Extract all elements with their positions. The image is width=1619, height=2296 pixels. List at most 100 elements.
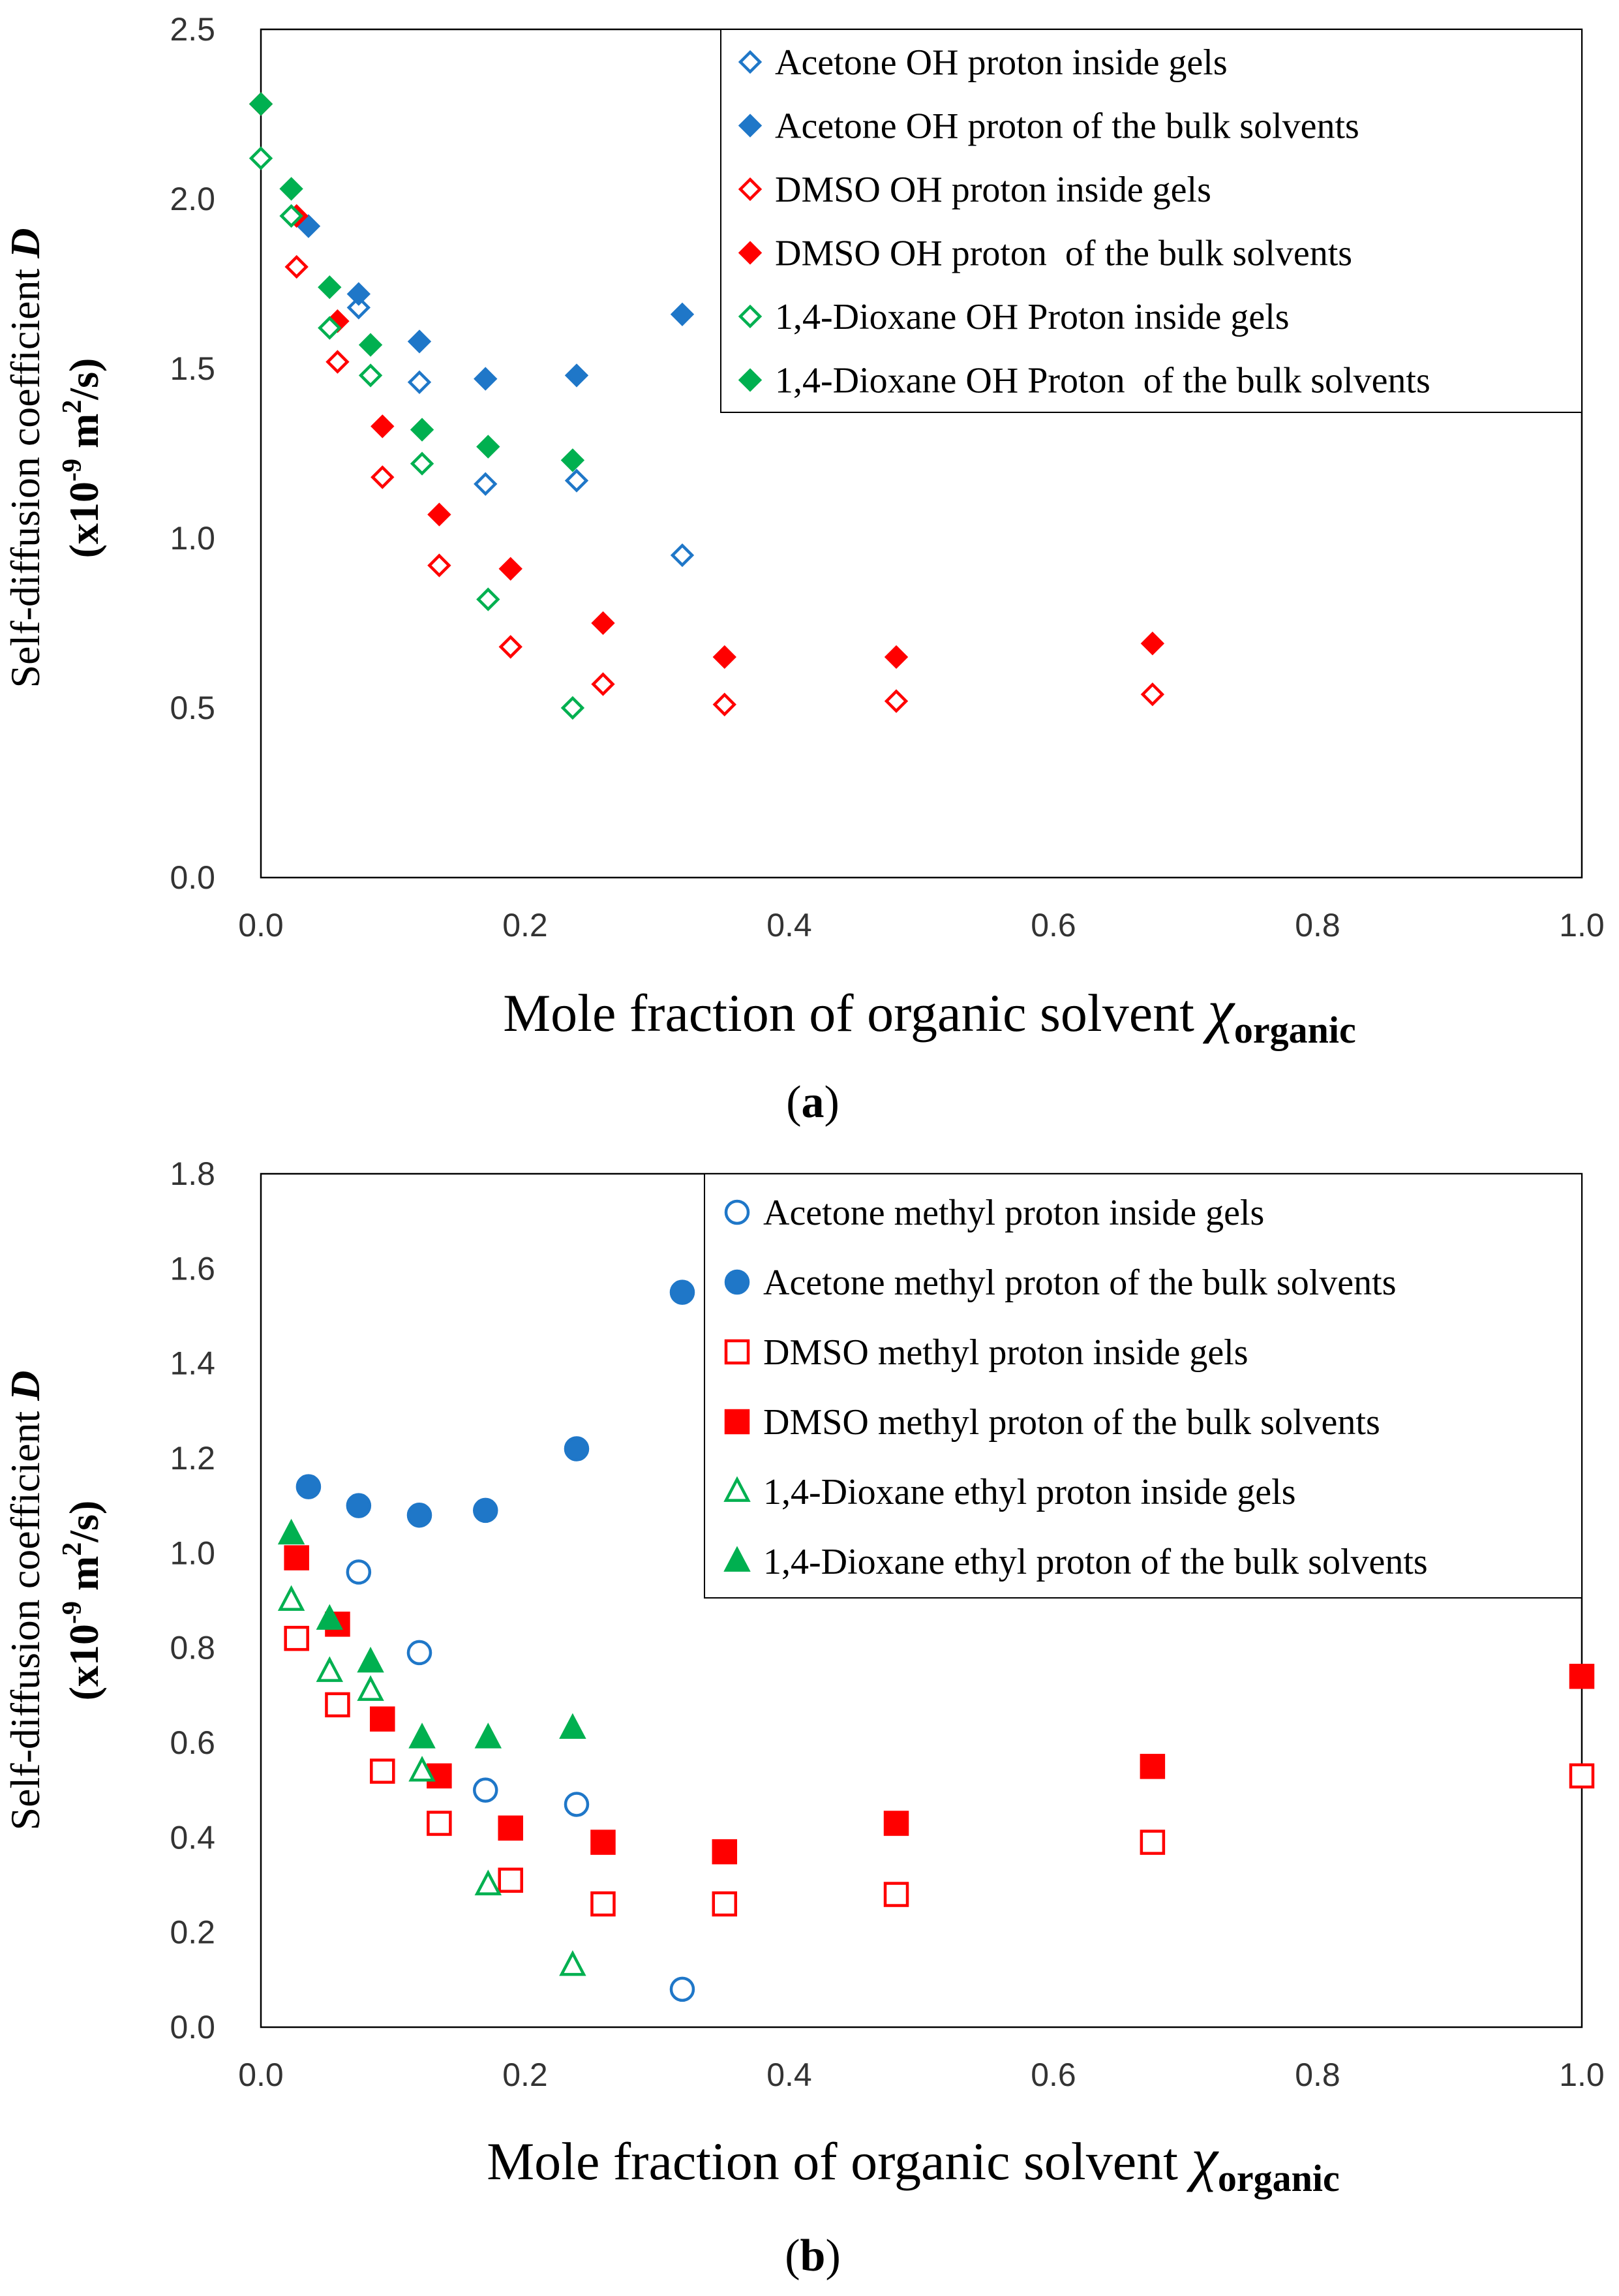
data-point-dmso-methyl-proton-of-the-bulk-solvents [1140, 1754, 1166, 1779]
x-tick-label-a: 0.2 [502, 907, 548, 943]
legend-label-1-4-dioxane-ethyl-proton-inside-gels: 1,4-Dioxane ethyl proton inside gels [763, 1472, 1296, 1512]
data-point-1-4-dioxane-oh-proton-of-the-bulk-solvents [560, 448, 585, 472]
ylabel-line1-a: Self-diffusion coefficient [2, 269, 48, 688]
legend-box-b [704, 1173, 1582, 1599]
legend-marker-1-4-dioxane-ethyl-proton-of-the-bulk-solvents [723, 1546, 751, 1572]
data-point-acetone-oh-proton-of-the-bulk-solvents [474, 367, 498, 391]
x-axis-label-b: Mole fraction of organic solvent χorgani… [487, 2126, 1339, 2199]
data-point-dmso-methyl-proton-inside-gels [1569, 1763, 1595, 1789]
data-point-acetone-methyl-proton-of-the-bulk-solvents [669, 1279, 695, 1305]
data-point-1-4-dioxane-oh-proton-inside-gels [279, 204, 303, 228]
data-point-dmso-methyl-proton-inside-gels [284, 1625, 309, 1651]
legend-marker-dmso-methyl-proton-inside-gels [724, 1339, 750, 1365]
legend-marker-dmso-oh-proton-inside-gels [738, 177, 763, 202]
chart-panel-b: 0.0 0.2 0.4 0.6 0.8 1.0 1.2 1.4 1.6 1.8 0.0 0.2 0.4… [2, 1156, 1605, 2281]
data-point-acetone-methyl-proton-inside-gels [346, 1559, 372, 1585]
data-point-acetone-methyl-proton-of-the-bulk-solvents [406, 1502, 432, 1528]
ylabel-symbol-b: D [2, 1371, 48, 1401]
data-point-1-4-dioxane-oh-proton-inside-gels [410, 452, 434, 476]
legend-marker-1-4-dioxane-oh-proton-of-the-bulk-solvents [738, 368, 763, 392]
data-point-acetone-methyl-proton-inside-gels [473, 1777, 498, 1803]
svg-text:(x10-9 m2/s): (x10-9 m2/s) [57, 1501, 107, 1701]
data-point-dmso-oh-proton-of-the-bulk-solvents [371, 414, 395, 438]
y-tick-label-b: 0.6 [170, 1724, 215, 1761]
ylabel-unit-exp2-a: 2 [57, 400, 87, 414]
series-acetone-methyl-proton-of-the-bulk-solvents [295, 1279, 695, 1528]
panel-letter-b: b [800, 2231, 826, 2281]
series-dmso-methyl-proton-inside-gels [284, 1625, 1595, 1917]
data-point-1-4-dioxane-oh-proton-inside-gels [476, 587, 500, 611]
legend-marker-dmso-methyl-proton-of-the-bulk-solvents [724, 1409, 750, 1435]
data-point-acetone-oh-proton-of-the-bulk-solvents [670, 302, 695, 326]
data-point-dmso-methyl-proton-of-the-bulk-solvents [284, 1545, 309, 1570]
legend-label-acetone-methyl-proton-inside-gels: Acetone methyl proton inside gels [763, 1193, 1264, 1233]
data-point-dmso-oh-proton-inside-gels [884, 689, 909, 713]
x-tick-label-a: 1.0 [1559, 907, 1605, 943]
data-point-acetone-oh-proton-of-the-bulk-solvents [564, 363, 589, 388]
y-tick-label-b: 0.4 [170, 1819, 215, 1856]
data-point-acetone-oh-proton-of-the-bulk-solvents [407, 329, 432, 354]
series-acetone-methyl-proton-inside-gels [346, 1559, 695, 2002]
x-tick-label-b: 1.0 [1559, 2057, 1605, 2093]
xlabel-subscript-a: organic [1234, 1009, 1356, 1051]
svg-text:Self-diffusion coefficient D: Self-diffusion coefficient D [2, 1371, 48, 1831]
x-ticks-b: 0.0 0.2 0.4 0.6 0.8 1.0 [238, 2057, 1605, 2093]
data-point-1-4-dioxane-oh-proton-inside-gels [358, 363, 383, 388]
data-point-1-4-dioxane-ethyl-proton-inside-gels [316, 1656, 344, 1682]
data-point-dmso-methyl-proton-inside-gels [325, 1692, 350, 1718]
data-point-1-4-dioxane-oh-proton-of-the-bulk-solvents [358, 333, 383, 357]
y-tick-label-b: 1.0 [170, 1535, 215, 1571]
legend-label-dmso-oh-proton-inside-gels: DMSO OH proton inside gels [775, 170, 1211, 210]
legend-b: Acetone methyl proton inside gels Acetone… [704, 1173, 1582, 1599]
xlabel-text-b: Mole fraction of organic solvent [487, 2132, 1178, 2191]
data-point-acetone-oh-proton-of-the-bulk-solvents [296, 214, 321, 238]
data-point-acetone-oh-proton-inside-gels [670, 543, 695, 568]
xlabel-subscript-b: organic [1218, 2157, 1340, 2199]
legend-marker-acetone-methyl-proton-inside-gels [724, 1199, 750, 1225]
y-ticks-a: 0.0 0.5 1.0 1.5 2.0 2.5 [170, 11, 215, 896]
legend-label-acetone-methyl-proton-of-the-bulk-solvents: Acetone methyl proton of the bulk solven… [763, 1263, 1396, 1303]
data-point-dmso-methyl-proton-inside-gels [883, 1882, 909, 1907]
data-point-acetone-methyl-proton-of-the-bulk-solvents [564, 1436, 590, 1462]
panel-label-b: (b) [785, 2231, 841, 2281]
data-point-dmso-oh-proton-inside-gels [284, 254, 309, 279]
data-point-acetone-oh-proton-inside-gels [407, 370, 432, 394]
x-tick-label-b: 0.6 [1031, 2057, 1076, 2093]
y-tick-label-a: 0.5 [170, 690, 215, 726]
ylabel-unit-prefix-b: (x10 [61, 1624, 107, 1700]
data-point-dmso-oh-proton-inside-gels [371, 465, 395, 489]
ylabel-unit-suffix-a: /s) [61, 358, 107, 401]
chart-panel-a: 0.0 0.5 1.0 1.5 2.0 2.5 0.0 0.2 0.4 0.6 0.8 1.0 Ac… [2, 11, 1605, 1127]
y-tick-label-b: 0.2 [170, 1914, 215, 1951]
data-point-1-4-dioxane-oh-proton-of-the-bulk-solvents [279, 177, 303, 201]
data-point-1-4-dioxane-ethyl-proton-of-the-bulk-solvents [559, 1713, 586, 1739]
legend-marker-acetone-oh-proton-of-the-bulk-solvents [738, 114, 763, 138]
data-point-1-4-dioxane-oh-proton-inside-gels [249, 146, 273, 170]
markers-b [277, 1279, 1595, 2002]
data-point-acetone-methyl-proton-inside-gels [564, 1792, 590, 1817]
x-tick-label-b: 0.0 [238, 2057, 284, 2093]
y-axis-label-a: Self-diffusion coefficient D (x10-9 m2/s… [2, 228, 107, 688]
data-point-dmso-methyl-proton-of-the-bulk-solvents [498, 1815, 523, 1841]
legend-label-acetone-oh-proton-of-the-bulk-solvents: Acetone OH proton of the bulk solvents [775, 106, 1359, 147]
legend-marker-dmso-oh-proton-of-the-bulk-solvents [738, 241, 763, 265]
legend-marker-1-4-dioxane-ethyl-proton-inside-gels [723, 1476, 751, 1502]
data-point-dmso-methyl-proton-inside-gels [498, 1867, 523, 1893]
xlabel-text-a: Mole fraction of organic solvent [503, 983, 1194, 1043]
data-point-dmso-oh-proton-of-the-bulk-solvents [712, 645, 736, 669]
series-acetone-oh-proton-of-the-bulk-solvents [296, 214, 695, 391]
data-point-1-4-dioxane-oh-proton-inside-gels [560, 696, 585, 720]
y-tick-label-b: 1.4 [170, 1345, 215, 1382]
ylabel-unit-mid-b: m [61, 1556, 107, 1601]
ylabel-line1-b: Self-diffusion coefficient [2, 1411, 48, 1831]
data-point-dmso-oh-proton-of-the-bulk-solvents [427, 502, 451, 527]
data-point-acetone-oh-proton-inside-gels [474, 472, 498, 496]
legend-box-a [720, 29, 1582, 413]
data-point-dmso-oh-proton-inside-gels [712, 692, 736, 716]
data-point-dmso-methyl-proton-inside-gels [1140, 1829, 1166, 1855]
legend-label-acetone-oh-proton-inside-gels: Acetone OH proton inside gels [775, 42, 1228, 83]
x-tick-label-b: 0.2 [502, 2057, 548, 2093]
y-tick-label-b: 1.8 [170, 1156, 215, 1192]
xlabel-symbol-b: χ [1186, 2126, 1219, 2192]
